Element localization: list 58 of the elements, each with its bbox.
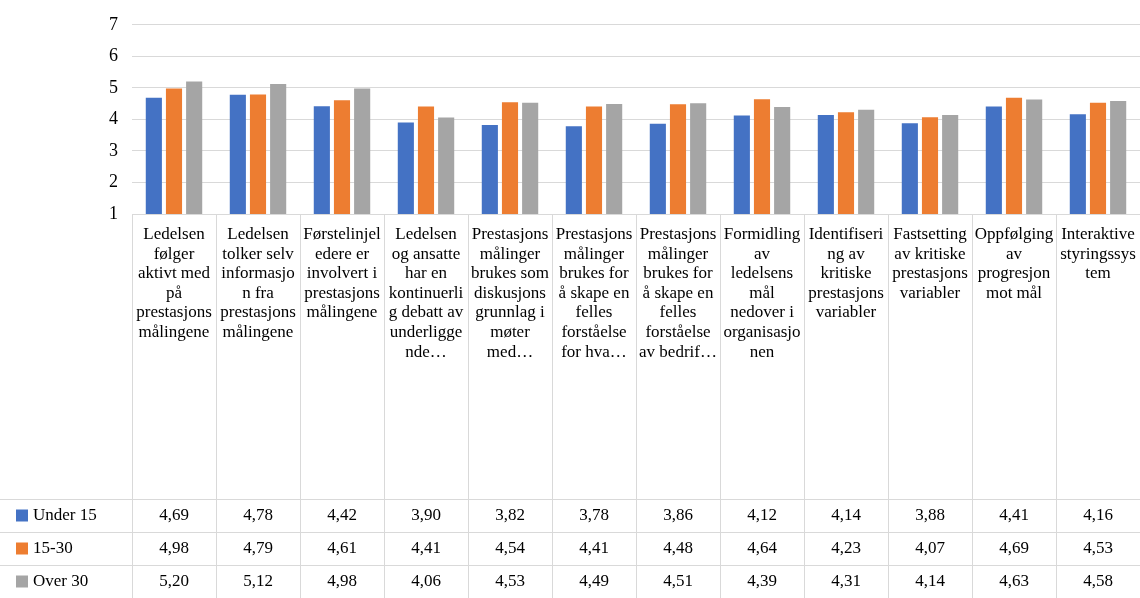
y-tick-label: 6 bbox=[109, 45, 118, 66]
y-tick-label: 4 bbox=[109, 108, 118, 129]
x-tick-label: Prestasjonsmålinger brukes som diskusjonsgrunnlag i møter med… bbox=[471, 224, 549, 361]
data-label: 4,53 bbox=[1083, 537, 1113, 557]
data-label: 4,48 bbox=[663, 537, 693, 557]
data-label: 3,78 bbox=[579, 504, 609, 524]
data-label: 4,63 bbox=[999, 570, 1029, 590]
data-label: 4,42 bbox=[327, 504, 357, 524]
data-label: 4,61 bbox=[327, 537, 357, 557]
legend-label: 15-30 bbox=[33, 537, 73, 557]
x-tick-label: Formidling av ledelsens mål nedover i organisasjonen bbox=[723, 224, 801, 361]
y-tick-label: 2 bbox=[109, 171, 118, 192]
data-label: 4,49 bbox=[579, 570, 609, 590]
data-label: 4,64 bbox=[747, 537, 778, 557]
data-label: 4,53 bbox=[495, 570, 525, 590]
data-label: 3,90 bbox=[411, 504, 441, 524]
x-tick-label: Identifisering av kritiske prestasjonsvariabler bbox=[808, 224, 884, 322]
x-tick-label: Interaktive styringssystem bbox=[1060, 224, 1136, 283]
data-label: 4,14 bbox=[831, 504, 862, 524]
data-label: 4,16 bbox=[1083, 504, 1113, 524]
data-label: 4,54 bbox=[495, 537, 526, 557]
data-label: 4,31 bbox=[831, 570, 861, 590]
data-label: 4,23 bbox=[831, 537, 861, 557]
data-label: 4,39 bbox=[747, 570, 777, 590]
data-label: 4,41 bbox=[411, 537, 441, 557]
data-label: 4,41 bbox=[999, 504, 1029, 524]
data-label: 5,12 bbox=[243, 570, 273, 590]
x-tick-label: Oppfølging av progresjon mot mål bbox=[974, 224, 1054, 302]
data-label: 3,82 bbox=[495, 504, 525, 524]
data-label: 4,07 bbox=[915, 537, 946, 557]
data-label: 4,69 bbox=[159, 504, 189, 524]
x-tick-label: Prestasjonsmålinger brukes for å skape en felles forståelse av bedrif… bbox=[639, 224, 717, 361]
x-tick-label: Prestasjonsmålinger brukes for å skape en felles forståelse for hva… bbox=[555, 224, 633, 361]
data-label: 4,14 bbox=[915, 570, 946, 590]
data-label: 5,20 bbox=[159, 570, 189, 590]
data-label: 3,86 bbox=[663, 504, 693, 524]
y-tick-label: 3 bbox=[109, 139, 118, 160]
legend-label: Over 30 bbox=[33, 570, 89, 590]
data-label: 4,78 bbox=[243, 504, 273, 524]
data-label: 4,79 bbox=[243, 537, 273, 557]
x-tick-label: Fastsetting av kritiske prestasjonsvariabler bbox=[892, 224, 968, 302]
x-tick-label: Ledelsen tolker selv informasjon fra prestasjonsmålingene bbox=[220, 224, 296, 341]
data-label: 4,69 bbox=[999, 537, 1029, 557]
y-tick-label: 1 bbox=[109, 202, 118, 223]
y-tick-label: 7 bbox=[109, 13, 118, 34]
data-label: 4,41 bbox=[579, 537, 609, 557]
legend-label: Under 15 bbox=[33, 504, 97, 524]
data-label: 4,12 bbox=[747, 504, 777, 524]
data-label: 3,88 bbox=[915, 504, 945, 524]
data-label: 4,58 bbox=[1083, 570, 1113, 590]
data-label: 4,06 bbox=[411, 570, 441, 590]
y-tick-label: 5 bbox=[109, 76, 118, 97]
x-tick-label: Ledelsen følger aktivt med på prestasjonsmålingene bbox=[136, 224, 212, 341]
data-label: 4,51 bbox=[663, 570, 693, 590]
x-tick-label: Førstelinjeledere er involvert i prestasjonsmålingene bbox=[303, 224, 381, 322]
data-label: 4,98 bbox=[327, 570, 357, 590]
x-tick-label: Ledelsen og ansatte har en kontinuerlig debatt av underliggende… bbox=[388, 224, 464, 361]
data-label: 4,98 bbox=[159, 537, 189, 557]
